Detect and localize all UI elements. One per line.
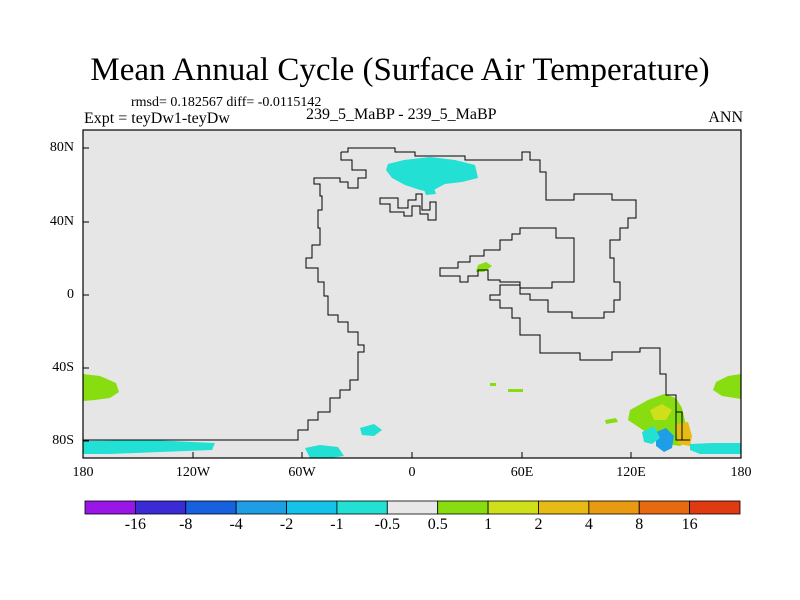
colorbar-swatch [185, 500, 237, 515]
colorbar-label: -2 [279, 516, 294, 533]
colorbar-label: 8 [635, 516, 644, 533]
coastline-gulf [439, 227, 575, 289]
y-tick-label: 40S [52, 360, 74, 375]
colorbar-label: 4 [584, 516, 593, 533]
colorbar-label: -8 [179, 516, 193, 533]
case-label: 239_5_MaBP - 239_5_MaBP [306, 106, 497, 123]
colorbar-swatch [286, 500, 338, 515]
colorbar-label: -4 [229, 516, 243, 533]
anomaly-antarctic-west [83, 440, 215, 454]
anomaly-sp-small [605, 418, 618, 424]
anomaly-small-1 [490, 383, 496, 386]
colorbar-label: 2 [534, 516, 543, 533]
season-label: ANN [708, 109, 743, 126]
page-title: Mean Annual Cycle (Surface Air Temperatu… [90, 52, 710, 88]
x-tick-label: 0 [408, 465, 416, 480]
anomaly-small-2 [508, 389, 523, 392]
axis-ticks [82, 147, 742, 458]
colorbar-label: 16 [681, 516, 698, 533]
colorbar-swatch [487, 500, 539, 515]
y-tick-label: 0 [67, 287, 74, 302]
x-tick-label: 180 [730, 465, 752, 480]
y-tick-label: 80N [49, 140, 74, 155]
colorbar-swatch [538, 500, 590, 515]
colorbar-swatch [336, 500, 388, 515]
coastline-inner [379, 193, 437, 221]
anomaly-so-west [83, 374, 119, 401]
x-tick-label: 120E [616, 465, 646, 480]
colorbar-label: -0.5 [374, 516, 400, 533]
colorbar-swatch [588, 500, 640, 515]
colorbar-swatch [386, 500, 439, 515]
x-tick-label: 60E [510, 465, 534, 480]
x-tick-label: 60W [288, 465, 316, 480]
colorbar-label: -16 [124, 516, 147, 533]
anomaly-so-east [713, 374, 741, 399]
coastline-east-edge [676, 411, 683, 441]
coastline-west [341, 147, 690, 441]
anomaly-sp-yellow [650, 404, 672, 420]
anomaly-sp-cyan [642, 426, 660, 444]
colorbar-label: 0.5 [427, 516, 448, 533]
x-tick-label: 120W [175, 465, 211, 480]
y-tick-label: 40N [49, 214, 74, 229]
coastline-layer [83, 147, 690, 441]
anomaly-sp-blue [656, 428, 674, 452]
colorbar-swatch [84, 500, 136, 515]
colorbar-swatch [235, 500, 287, 515]
anomaly-south-mid [360, 424, 382, 436]
x-tick-label: 180 [72, 465, 94, 480]
anomaly-antarctic-central [305, 445, 344, 458]
colorbar-swatch [437, 500, 489, 515]
y-tick-label: 80S [52, 433, 74, 448]
anomaly-north-small [424, 188, 436, 195]
experiment-label: Expt = teyDw1-teyDw [84, 110, 230, 127]
colorbar-label: -1 [330, 516, 344, 533]
stats-label: rmsd= 0.182567 diff= -0.0115142 [131, 95, 322, 110]
colorbar-swatch [638, 500, 691, 515]
colorbar-swatch [689, 500, 741, 515]
anomaly-layer [83, 157, 741, 458]
colorbar-label: 1 [484, 516, 493, 533]
coastline-west-2 [83, 152, 367, 441]
anomaly-antarctic-east [690, 443, 741, 454]
colorbar-swatch [134, 500, 187, 515]
anomaly-north-polar [386, 157, 478, 192]
